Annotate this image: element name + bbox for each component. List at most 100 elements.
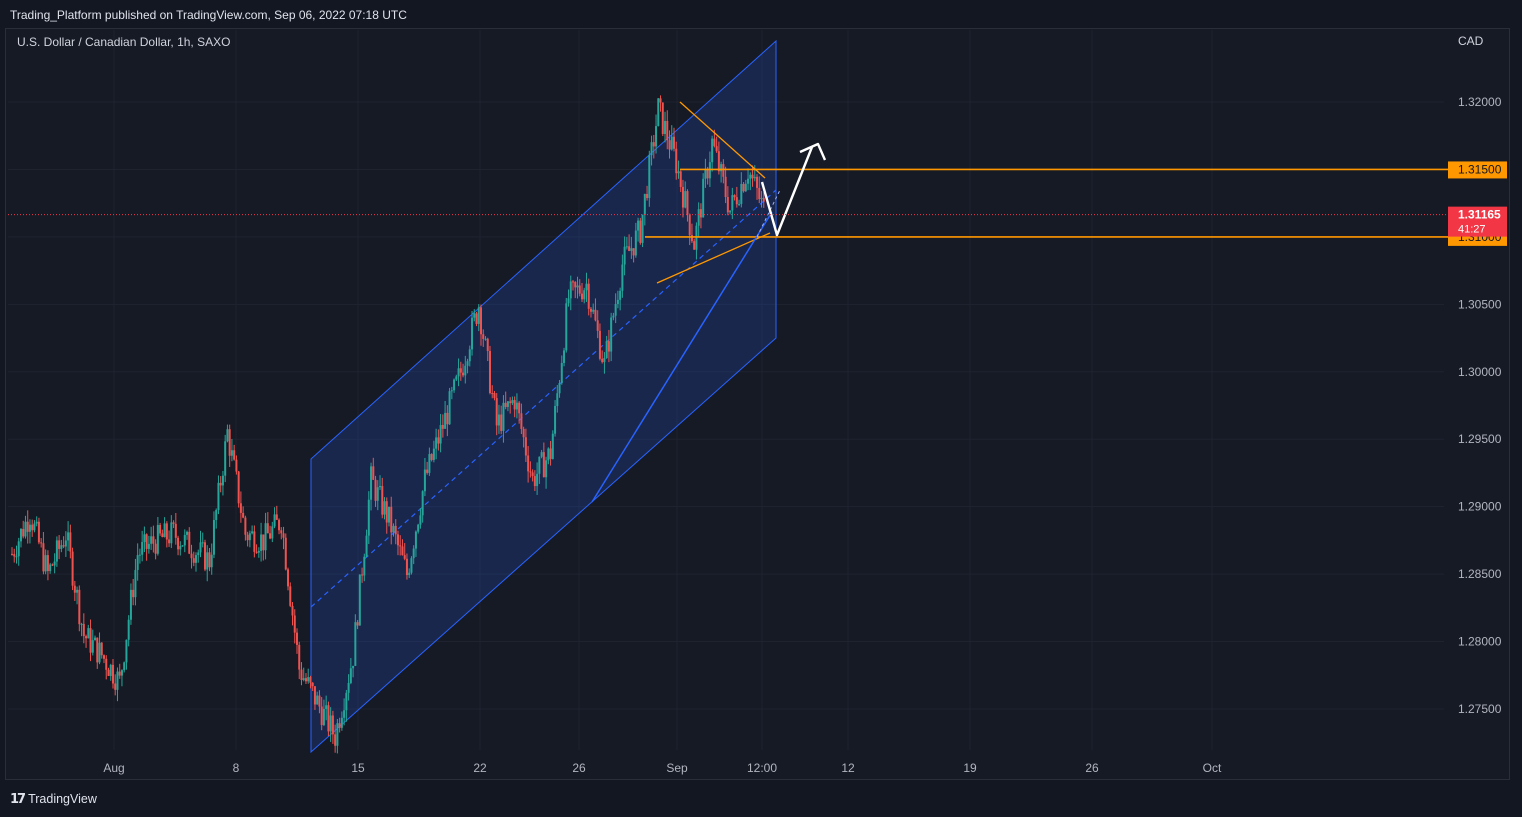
candle-body-77 [183, 534, 186, 546]
candle-body-36 [91, 640, 94, 653]
tradingview-branding[interactable]: 17 TradingView [10, 791, 97, 807]
candle-body-92 [217, 482, 220, 511]
candle-body-160 [370, 466, 373, 500]
chart-frame[interactable] [5, 28, 1510, 780]
candle-body-246 [563, 350, 566, 363]
time-tick-10: Oct [1203, 761, 1222, 775]
candle-body-68 [163, 523, 166, 538]
time-tick-2: 15 [351, 761, 365, 775]
candle-body-238 [545, 460, 548, 478]
candle-body-209 [480, 307, 483, 335]
candle-body-256 [585, 283, 588, 291]
candle-body-281 [641, 214, 644, 243]
price-axis[interactable]: 1.27500 1.28000 1.28500 1.29000 1.29500 1.300… [1448, 95, 1507, 716]
candle-body-120 [280, 530, 283, 534]
channel-fill [310, 39, 777, 754]
candle-body-35 [89, 628, 92, 653]
candle-body-199 [457, 368, 460, 377]
candle-body-192 [441, 425, 444, 429]
candle-body-272 [621, 264, 624, 291]
candle-body-244 [558, 383, 561, 394]
candle-body-194 [446, 412, 449, 425]
last-price-label: 1.31165 [1458, 208, 1501, 222]
candle-body-40 [100, 642, 103, 656]
candle-body-292 [666, 120, 669, 141]
top-bar: Trading_Platform published on TradingVie… [0, 0, 1522, 28]
candle-body-191 [439, 425, 442, 444]
candle-body-31 [80, 623, 83, 625]
candle-body-250 [572, 281, 575, 283]
candle-body-100 [235, 459, 238, 472]
candle-body-99 [233, 450, 236, 460]
candle-body-182 [419, 515, 422, 525]
time-tick-0: Aug [103, 761, 124, 775]
candle-body-7 [26, 521, 29, 532]
candle-body-70 [168, 539, 171, 544]
candle-body-25 [67, 532, 70, 541]
candle-body-274 [625, 246, 628, 248]
candle-body-252 [576, 285, 579, 288]
candle-body-260 [594, 309, 597, 321]
candle-body-136 [316, 695, 319, 705]
candle-body-225 [515, 402, 518, 410]
candle-body-279 [637, 220, 640, 231]
candle-body-45 [111, 664, 114, 684]
candle-body-96 [226, 429, 229, 442]
support-trendline [591, 211, 773, 503]
regression-channel[interactable] [310, 39, 777, 754]
projection-arrow-head [799, 142, 827, 161]
candle-body-314 [715, 146, 718, 152]
candle-body-106 [248, 533, 251, 541]
candle-body-275 [628, 246, 631, 251]
candle-body-287 [655, 126, 658, 147]
candle-body-53 [129, 589, 132, 620]
candle-body-257 [587, 283, 590, 309]
candle-body-88 [208, 552, 211, 568]
time-axis[interactable]: Aug 8 15 22 26 Sep 12:00 12 19 26 Oct [103, 761, 1222, 775]
candle-body-326 [742, 183, 745, 192]
time-tick-6: 12:00 [747, 761, 777, 775]
candle-body-142 [329, 715, 332, 732]
candle-body-197 [453, 379, 456, 391]
candle-body-61 [147, 543, 150, 549]
candle-body-255 [583, 290, 586, 300]
candle-body-42 [105, 658, 108, 670]
price-tick-2: 1.28500 [1458, 567, 1502, 581]
candle-body-268 [612, 315, 615, 318]
candle-body-216 [495, 398, 498, 426]
candle-body-220 [504, 402, 507, 407]
candle-body-193 [444, 412, 447, 429]
candle-body-165 [381, 486, 384, 515]
candle-body-123 [287, 569, 290, 587]
candle-body-66 [159, 524, 162, 534]
drawings[interactable] [8, 101, 1448, 503]
candle-body-217 [497, 414, 500, 426]
candle-body-321 [731, 195, 734, 211]
candle-body-47 [116, 671, 119, 690]
candle-body-43 [107, 669, 110, 676]
candle-body-82 [195, 555, 198, 563]
candle-body-259 [592, 309, 595, 312]
candle-body-44 [109, 664, 112, 676]
candle-body-296 [675, 148, 678, 174]
candle-body-80 [190, 553, 193, 559]
candle-body-176 [405, 558, 408, 576]
time-tick-7: 12 [841, 761, 855, 775]
candle-body-30 [78, 589, 81, 625]
candle-body-139 [322, 708, 325, 726]
candle-body-10 [33, 523, 36, 531]
candle-body-177 [408, 572, 411, 576]
price-tick-0: 1.27500 [1458, 702, 1502, 716]
candle-body-29 [76, 589, 79, 593]
candle-body-324 [738, 203, 741, 205]
candle-body-64 [154, 543, 157, 554]
candle-body-72 [172, 522, 175, 524]
candle-body-310 [706, 169, 709, 179]
candle-body-125 [291, 605, 294, 616]
candle-body-154 [356, 622, 359, 626]
candle-body-138 [320, 706, 323, 726]
candle-body-280 [639, 220, 642, 243]
candle-body-276 [630, 248, 633, 251]
candle-body-226 [518, 402, 521, 414]
